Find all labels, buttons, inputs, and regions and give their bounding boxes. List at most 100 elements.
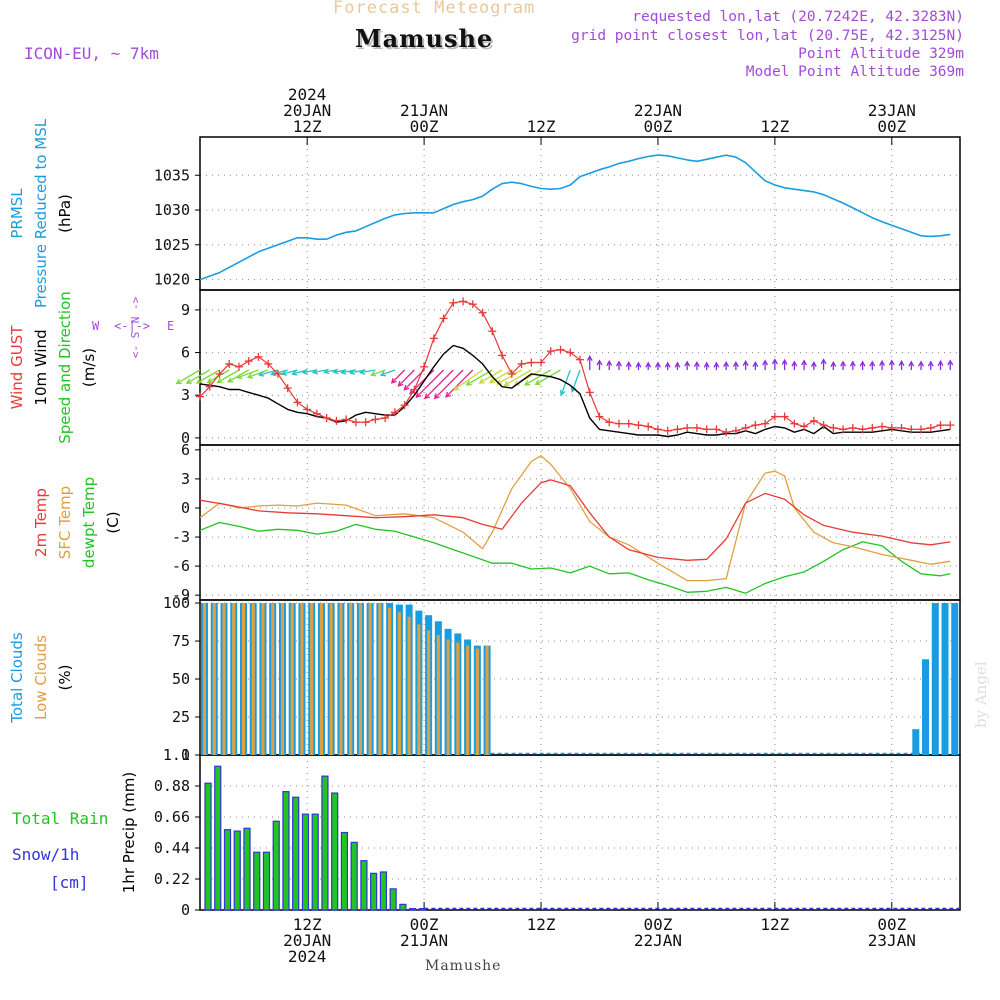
rain-bar <box>379 871 388 911</box>
wind-arrow-head <box>465 380 472 386</box>
wind-arrow-head <box>246 373 254 379</box>
wind-arrow-shaft <box>217 369 240 383</box>
wind-arrow <box>369 369 386 377</box>
wind-arrow-head <box>840 360 847 367</box>
rain-bar <box>418 907 427 911</box>
low-cloud-bar <box>261 603 265 755</box>
bottom-time-label: 2024 <box>288 947 327 966</box>
wind-arrow-head <box>898 359 905 366</box>
wind-arrow-shaft <box>489 369 513 384</box>
low-cloud-bar <box>388 607 392 755</box>
low-cloud-bar <box>349 603 353 755</box>
wind-arrow-head <box>397 380 404 387</box>
precip-ytick-label: 1.1 <box>163 746 190 764</box>
precip-ytick-label: 0.66 <box>154 808 190 826</box>
wind-arrow-shaft <box>324 369 337 373</box>
total-cloud-bar <box>951 603 959 755</box>
bottom-time-label: 12Z <box>293 915 322 934</box>
wind-gust-marker <box>507 369 516 378</box>
wind-arrow-head <box>488 378 495 384</box>
wind-arrow <box>888 359 895 370</box>
compass-w: W <box>92 319 100 333</box>
rain-bar <box>331 792 339 911</box>
low-cloud-bar <box>202 603 207 755</box>
clouds-ytick-label: 75 <box>172 632 190 650</box>
precip-ytick-label: 0.22 <box>154 870 190 888</box>
compass-arrow: <-|-> <box>114 319 150 333</box>
pressure-axis-label: PRMSL <box>8 188 26 239</box>
rain-bar <box>233 830 241 911</box>
wind-gust-marker <box>449 298 458 307</box>
wind-arrow <box>496 369 522 385</box>
rain-bar <box>214 765 222 911</box>
wind-arrow <box>703 361 710 370</box>
bottom-time-label: 21JAN <box>400 931 448 950</box>
low-cloud-bar <box>329 603 333 755</box>
wind-axis-label: Wind GUST <box>8 325 26 410</box>
wind-gust-marker <box>653 425 662 434</box>
wind-arrow <box>397 369 415 387</box>
wind-arrow-head <box>403 384 410 391</box>
wind-gust-marker <box>741 423 750 432</box>
wind-arrow-shaft <box>237 369 259 379</box>
wind-arrow <box>478 369 503 384</box>
model-name: ICON-EU, ~ 7km <box>24 44 159 63</box>
wind-arrow-shaft <box>434 369 464 399</box>
wind-arrow-head <box>195 378 203 384</box>
wind-gust-marker <box>381 413 390 422</box>
precip-ytick-label: 0 <box>181 901 190 919</box>
wind-arrow <box>503 369 532 387</box>
wind-gust-marker <box>692 423 701 432</box>
wind-gust-marker <box>722 428 731 437</box>
wind-arrow-head <box>801 359 808 366</box>
low-cloud-bar <box>319 603 323 755</box>
low-cloud-bar <box>290 603 294 755</box>
wind-arrow-head <box>654 361 661 368</box>
wind-arrow <box>781 358 788 370</box>
wind-arrow-head <box>348 369 355 375</box>
low-cloud-bar <box>339 603 343 755</box>
wind-arrow-shaft <box>207 369 230 383</box>
rain-bar <box>370 872 378 911</box>
wind-gust-marker <box>546 347 555 356</box>
wind-arrow-shaft <box>176 369 201 385</box>
wind-arrow-head <box>258 371 265 377</box>
bottom-time-label: 00Z <box>643 915 672 934</box>
wind-gust-marker <box>234 362 243 371</box>
low-cloud-bar <box>241 603 246 755</box>
wind-arrow-head <box>732 360 739 368</box>
wind-gust-marker <box>293 398 302 407</box>
bottom-time-label: 22JAN <box>634 931 682 950</box>
wind-gust-marker <box>907 425 916 434</box>
wind-axis-label: Speed and Direction <box>56 291 74 444</box>
wind-gust-marker <box>673 425 682 434</box>
wind-gust-marker <box>576 355 584 364</box>
wind-arrow-head <box>332 368 339 375</box>
wind-arrow-head <box>586 354 593 361</box>
rain-bar <box>409 907 417 911</box>
wind-arrow-shaft <box>247 369 269 378</box>
wind-arrow-head <box>937 359 944 366</box>
point-altitude: Point Altitude 329m <box>798 46 964 62</box>
wind-arrow-head <box>849 360 856 367</box>
wind-arrow <box>246 369 269 379</box>
wind-gust-marker <box>800 422 809 431</box>
wind-arrow <box>488 369 513 384</box>
top-time-label: 23JAN <box>868 101 916 120</box>
wind-arrow <box>185 369 211 384</box>
wind-arrow <box>947 359 954 370</box>
wind-gust-marker <box>868 423 877 432</box>
pressure-line <box>199 154 951 281</box>
clouds-axis-label: (%) <box>56 665 74 691</box>
wind-arrow-head <box>291 370 298 376</box>
wind-gust-marker <box>429 334 438 343</box>
wind-arrow <box>723 360 730 370</box>
rain-bar <box>321 775 329 911</box>
bottom-time-label: 00Z <box>410 915 439 934</box>
clouds-axis-label: Low Clouds <box>32 635 50 720</box>
wind-arrow-shaft <box>466 369 493 386</box>
low-cloud-bar <box>466 645 470 755</box>
wind-arrow <box>801 359 808 370</box>
wind-arrow <box>742 359 749 370</box>
wind-arrow-head <box>918 360 924 367</box>
